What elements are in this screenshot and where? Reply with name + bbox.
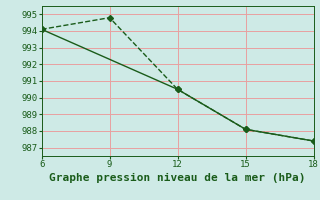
X-axis label: Graphe pression niveau de la mer (hPa): Graphe pression niveau de la mer (hPa) [49, 173, 306, 183]
